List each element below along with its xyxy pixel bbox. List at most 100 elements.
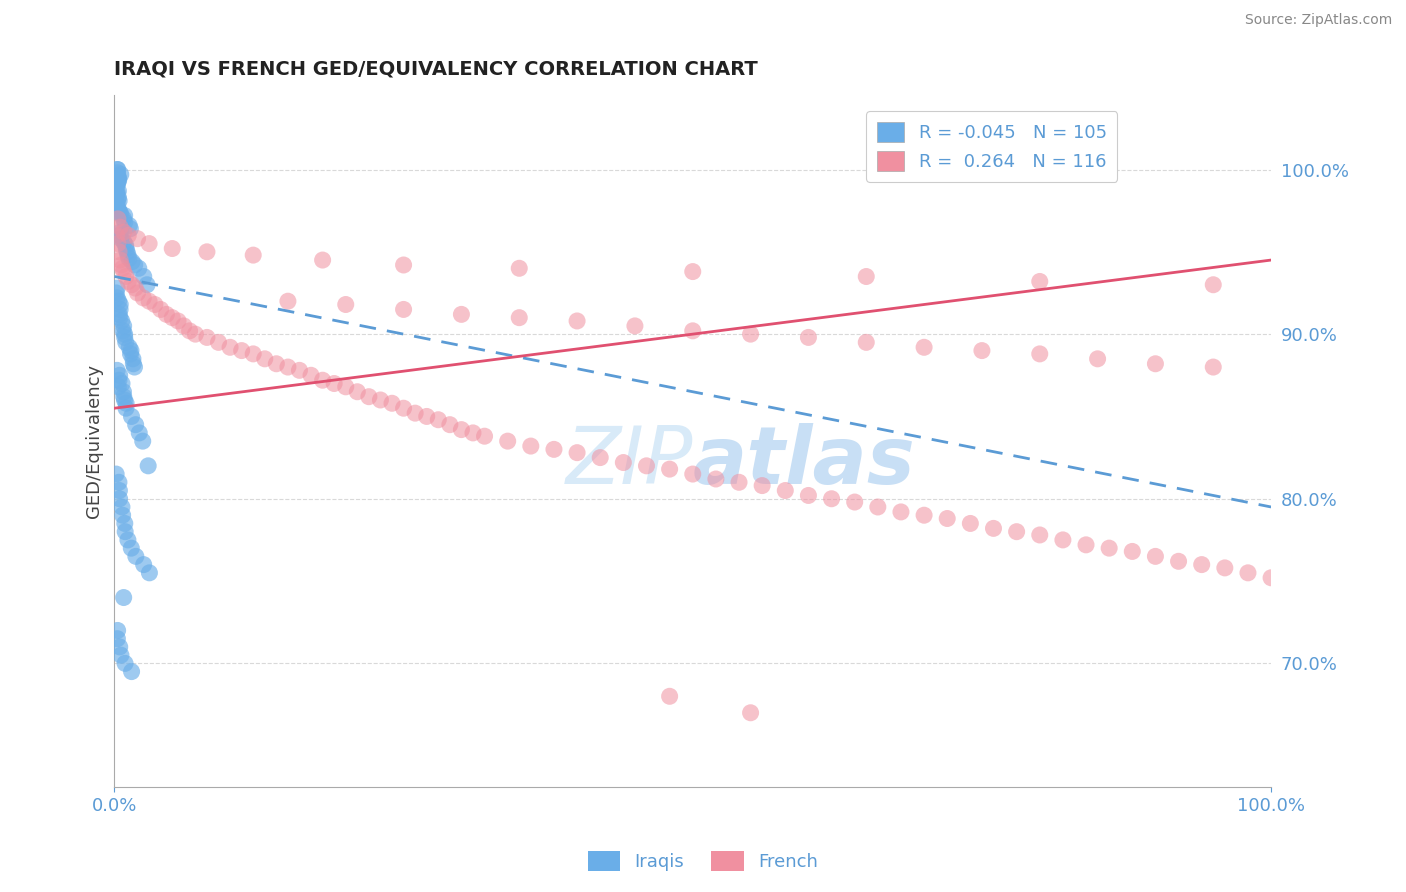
Point [132, 434, 155, 449]
Point [844, 495, 866, 509]
Point [543, 442, 565, 457]
Point [112, 324, 135, 338]
Point [107, 624, 129, 638]
Point [508, 310, 530, 325]
Point [115, 401, 138, 416]
Legend: Iraqis, French: Iraqis, French [581, 844, 825, 879]
Point [104, 195, 127, 210]
Point [103, 187, 125, 202]
Point [120, 343, 142, 358]
Point [112, 384, 135, 399]
Point [370, 392, 392, 407]
Point [520, 439, 543, 453]
Point [107, 190, 129, 204]
Point [253, 351, 276, 366]
Point [111, 376, 134, 391]
Point [266, 357, 288, 371]
Point [299, 368, 322, 383]
Point [124, 417, 146, 432]
Point [855, 335, 877, 350]
Point [277, 294, 299, 309]
Point [122, 357, 145, 371]
Point [728, 475, 751, 490]
Point [136, 458, 159, 473]
Point [110, 232, 132, 246]
Point [775, 483, 797, 498]
Point [128, 261, 150, 276]
Point [1202, 277, 1225, 292]
Point [124, 281, 146, 295]
Point [107, 211, 129, 226]
Point [108, 475, 131, 490]
Point [120, 541, 142, 556]
Text: atlas: atlas [693, 423, 915, 501]
Point [936, 511, 959, 525]
Point [751, 478, 773, 492]
Point [105, 632, 128, 646]
Point [427, 413, 450, 427]
Point [115, 242, 138, 256]
Point [162, 242, 184, 256]
Point [108, 228, 131, 243]
Point [682, 324, 704, 338]
Point [132, 558, 155, 572]
Point [439, 417, 461, 432]
Point [118, 252, 141, 266]
Point [107, 203, 129, 218]
Point [983, 521, 1005, 535]
Point [912, 340, 935, 354]
Point [277, 359, 299, 374]
Point [121, 665, 143, 679]
Point [392, 401, 415, 416]
Point [1237, 566, 1260, 580]
Point [121, 277, 143, 292]
Point [184, 327, 207, 342]
Point [335, 297, 357, 311]
Point [105, 228, 128, 243]
Point [132, 269, 155, 284]
Point [107, 172, 129, 186]
Point [108, 244, 131, 259]
Point [138, 236, 160, 251]
Point [107, 236, 129, 251]
Point [112, 264, 135, 278]
Point [624, 318, 647, 333]
Point [105, 178, 128, 192]
Point [110, 207, 132, 221]
Point [107, 170, 129, 185]
Point [149, 302, 172, 317]
Point [105, 189, 128, 203]
Point [112, 390, 135, 404]
Point [357, 390, 380, 404]
Point [636, 458, 658, 473]
Point [107, 166, 129, 180]
Point [179, 324, 201, 338]
Point [658, 690, 681, 704]
Point [335, 380, 357, 394]
Point [107, 184, 129, 198]
Point [115, 269, 138, 284]
Point [111, 500, 134, 514]
Point [682, 467, 704, 481]
Point [112, 591, 135, 605]
Point [112, 235, 135, 249]
Point [107, 202, 129, 216]
Point [381, 396, 404, 410]
Point [1144, 549, 1167, 564]
Point [107, 169, 129, 183]
Point [107, 294, 129, 309]
Point [855, 269, 877, 284]
Point [104, 178, 127, 193]
Point [108, 310, 131, 325]
Point [120, 347, 142, 361]
Point [110, 225, 132, 239]
Point [115, 396, 138, 410]
Point [311, 253, 333, 268]
Point [167, 314, 190, 328]
Point [127, 232, 149, 246]
Point [117, 228, 139, 243]
Point [108, 302, 131, 317]
Point [1191, 558, 1213, 572]
Point [1029, 528, 1052, 542]
Point [112, 211, 135, 226]
